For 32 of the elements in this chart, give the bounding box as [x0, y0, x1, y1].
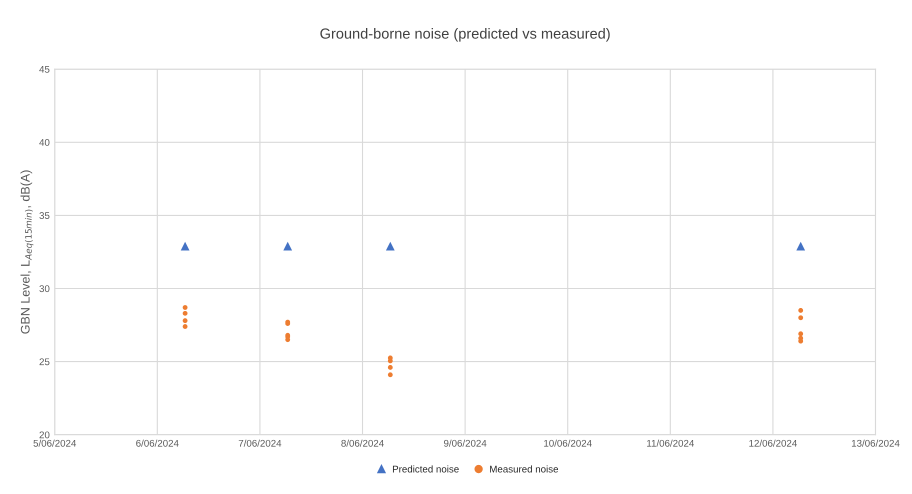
point	[798, 331, 804, 336]
y-axis-title: GBN Level, L$_{Aeq(15min)}$, dB(A)	[20, 170, 34, 334]
legend-label: Predicted noise	[392, 465, 459, 473]
point	[798, 315, 804, 320]
legend-label: Measured noise	[490, 465, 558, 473]
x-tick-label: 5/06/2024	[33, 440, 76, 447]
x-tick-label: 6/06/2024	[136, 440, 179, 447]
x-tick-label: 12/06/2024	[749, 440, 797, 447]
y-tick-label: 45	[39, 66, 50, 73]
point	[796, 242, 806, 250]
y-tick-label: 40	[39, 139, 50, 146]
x-tick-label: 10/06/2024	[544, 440, 592, 447]
y-tick-label: 20	[40, 431, 50, 438]
point	[182, 324, 188, 329]
point	[388, 372, 393, 378]
point	[388, 365, 393, 370]
x-tick-label: 7/06/2024	[238, 440, 282, 447]
chart-title: Ground-borne noise (predicted vs measured)	[320, 28, 610, 42]
point	[182, 318, 188, 324]
x-tick-label: 11/06/2024	[647, 440, 694, 447]
y-tick-label: 35	[39, 212, 50, 220]
x-tick-label: 8/06/2024	[341, 440, 384, 447]
point	[386, 242, 395, 250]
point	[798, 308, 804, 313]
point	[182, 305, 188, 310]
x-tick-label: 9/06/2024	[444, 440, 486, 447]
x-tick-label: 13/06/2024	[852, 440, 900, 447]
point	[283, 242, 292, 250]
point	[180, 242, 190, 250]
point	[182, 310, 188, 316]
y-tick-label: 30	[39, 285, 50, 292]
y-tick-label: 25	[40, 358, 50, 366]
